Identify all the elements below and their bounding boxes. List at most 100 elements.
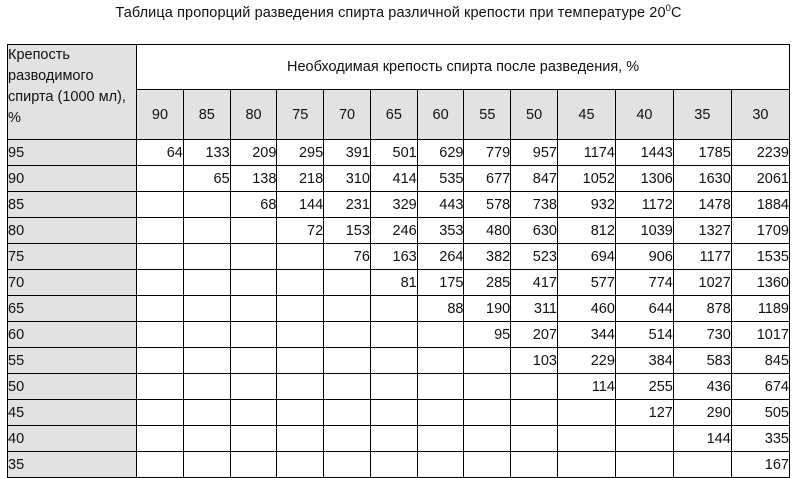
cell-r90-c40: 1306 [614,165,674,192]
column-header-70: 70 [323,89,371,140]
cell-r60-c85 [182,321,231,348]
cell-r40-c55 [463,425,512,452]
column-header-60: 60 [416,89,465,140]
cell-r70-c35: 1027 [672,269,732,296]
cell-r85-c45: 932 [557,191,616,218]
cell-r40-c60 [416,425,465,452]
cell-r80-c70: 153 [323,217,371,244]
column-header-50: 50 [510,89,558,140]
cell-r60-c75 [276,321,325,348]
cell-r45-c40: 127 [614,399,674,426]
cell-r60-c30: 1017 [730,321,791,348]
cell-r85-c85 [182,191,231,218]
cell-r40-c85 [182,425,231,452]
cell-r60-c80 [229,321,278,348]
table-header-row-group: Крепость разводимого спирта (1000 мл), %… [6,44,790,140]
cell-r75-c75 [276,243,325,270]
cell-r70-c75 [276,269,325,296]
table-row: 90 65 138 218 310 414 535 677 847 1052 1306 1630 206… [6,165,791,192]
table-header-row-columns: 90 85 80 75 70 65 60 55 50 45 40 35 30 [8,89,791,140]
cell-r65-c90 [136,295,184,322]
cell-r95-c55: 779 [463,139,512,166]
group-header-cell: Необходимая крепость спирта после развед… [136,44,790,90]
cell-r45-c85 [182,399,231,426]
cell-r65-c60: 88 [416,295,465,322]
row-header-60: 60 [6,321,138,348]
row-header-55: 55 [6,347,138,374]
cell-r35-c75 [276,451,325,478]
cell-r85-c55: 578 [463,191,512,218]
table-row: 45 127 290 505 [6,399,791,426]
cell-r75-c85 [182,243,231,270]
cell-r70-c85 [182,269,231,296]
cell-r50-c70 [323,373,371,400]
cell-r90-c75: 218 [276,165,325,192]
cell-r40-c80 [229,425,278,452]
page-title-superscript: 0 [665,3,672,15]
cell-r85-c40: 1172 [614,191,674,218]
cell-r45-c75 [276,399,325,426]
column-header-75: 75 [276,89,325,140]
cell-r65-c35: 878 [672,295,732,322]
cell-r55-c85 [182,347,231,374]
cell-r95-c90: 64 [136,139,184,166]
cell-r55-c40: 384 [614,347,674,374]
cell-r35-c40 [614,451,674,478]
cell-r50-c75 [276,373,325,400]
cell-r85-c80: 68 [229,191,278,218]
cell-r85-c75: 144 [276,191,325,218]
cell-r40-c35: 144 [672,425,732,452]
cell-r45-c80 [229,399,278,426]
cell-r75-c70: 76 [323,243,371,270]
cell-r35-c90 [136,451,184,478]
cell-r50-c80 [229,373,278,400]
cell-r55-c60 [416,347,465,374]
cell-r45-c65 [369,399,418,426]
table-row: 50 114 255 436 674 [6,373,791,400]
row-header-90: 90 [6,165,138,192]
cell-r65-c55: 190 [463,295,512,322]
cell-r95-c45: 1174 [557,139,616,166]
cell-r80-c65: 246 [369,217,418,244]
cell-r45-c30: 505 [730,399,791,426]
cell-r90-c30: 2061 [730,165,791,192]
cell-r60-c35: 730 [672,321,732,348]
cell-r55-c45: 229 [557,347,616,374]
cell-r40-c70 [323,425,371,452]
column-header-65: 65 [369,89,418,140]
cell-r45-c35: 290 [672,399,732,426]
cell-r90-c90 [136,165,184,192]
cell-r40-c40 [614,425,674,452]
cell-r35-c35 [672,451,732,478]
cell-r80-c80 [229,217,278,244]
cell-r90-c45: 1052 [557,165,616,192]
page-title-main: Таблица пропорций разведения спирта разл… [115,5,666,21]
cell-r50-c30: 674 [730,373,791,400]
cell-r70-c70 [323,269,371,296]
column-header-90: 90 [136,89,184,140]
cell-r55-c30: 845 [730,347,791,374]
cell-r40-c75 [276,425,325,452]
row-header-95: 95 [6,139,138,166]
table-row: 60 95 207 344 514 730 1017 [6,321,791,348]
cell-r95-c75: 295 [276,139,325,166]
cell-r65-c65 [369,295,418,322]
cell-r40-c65 [369,425,418,452]
cell-r50-c90 [136,373,184,400]
cell-r35-c80 [229,451,278,478]
table-row: 55 103 229 384 583 845 [6,347,791,374]
cell-r45-c50 [510,399,558,426]
column-header-45: 45 [557,89,616,140]
cell-r75-c55: 382 [463,243,512,270]
cell-r60-c60 [416,321,465,348]
cell-r35-c70 [323,451,371,478]
cell-r65-c70 [323,295,371,322]
cell-r55-c50: 103 [510,347,558,374]
table-row: 75 76 163 264 382 523 694 906 1177 1535 [6,243,791,270]
cell-r60-c45: 344 [557,321,616,348]
cell-r85-c30: 1884 [730,191,791,218]
cell-r80-c45: 812 [557,217,616,244]
cell-r70-c60: 175 [416,269,465,296]
cell-r50-c40: 255 [614,373,674,400]
cell-r55-c90 [136,347,184,374]
